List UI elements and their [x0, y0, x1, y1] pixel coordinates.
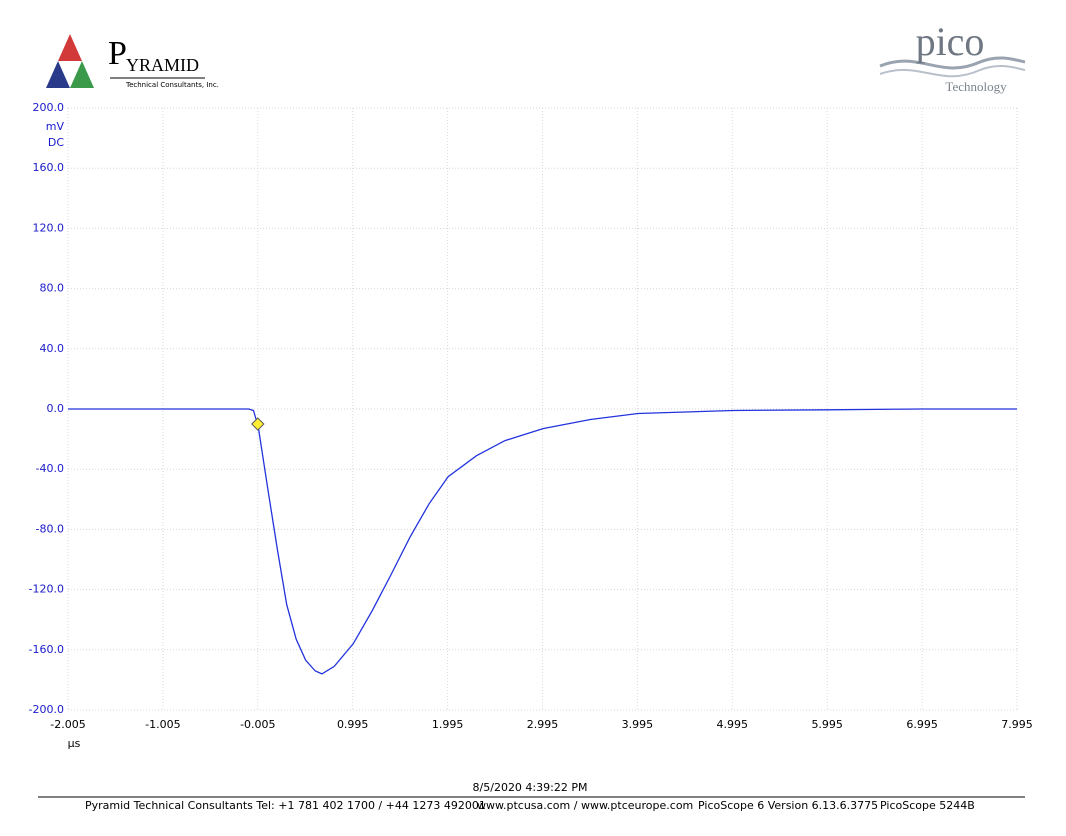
- y-tick-label: 120.0: [33, 221, 65, 234]
- y-tick-label: 160.0: [33, 161, 65, 174]
- logo-pico: pico: [916, 19, 985, 64]
- footer-model: PicoScope 5244B: [880, 799, 975, 812]
- y-tick-label: 200.0: [33, 101, 65, 114]
- y-tick-label: -40.0: [36, 462, 64, 475]
- logo-technology: Technology: [945, 79, 1007, 94]
- y-tick-label: -160.0: [29, 643, 64, 656]
- x-tick-label: 5.995: [811, 718, 843, 731]
- x-tick-label: 1.995: [432, 718, 464, 731]
- logo-shape: [58, 34, 82, 61]
- y-tick-label: 40.0: [40, 342, 65, 355]
- x-tick-label: 6.995: [906, 718, 938, 731]
- x-unit: µs: [68, 737, 81, 750]
- x-tick-label: 2.995: [527, 718, 559, 731]
- footer-contact: Pyramid Technical Consultants Tel: +1 78…: [85, 799, 486, 812]
- y-tick-label: -120.0: [29, 583, 64, 596]
- pyramid-logo: P YRAMID Technical Consultants, Inc.: [46, 34, 219, 89]
- pico-logo: pico Technology: [879, 19, 1026, 94]
- logo-shape: [64, 61, 76, 74]
- coupling: DC: [48, 136, 64, 149]
- logo-wave: [879, 56, 1026, 70]
- y-tick-label: 80.0: [40, 282, 65, 295]
- logo-shape: [46, 61, 70, 88]
- footer-web: www.ptcusa.com / www.ptceurope.com: [477, 799, 693, 812]
- x-tick-label: 4.995: [717, 718, 749, 731]
- logo-subtitle: Technical Consultants, Inc.: [125, 81, 219, 89]
- trigger-marker: [251, 417, 265, 431]
- x-tick-label: -1.005: [145, 718, 180, 731]
- logo-wave: [879, 64, 1026, 78]
- y-tick-label: 0.0: [47, 402, 65, 415]
- y-tick-label: -200.0: [29, 703, 64, 716]
- print-date: 8/5/2020 4:39:22 PM: [473, 781, 588, 794]
- x-tick-label: -0.005: [240, 718, 275, 731]
- footer-version: PicoScope 6 Version 6.13.6.3775: [698, 799, 878, 812]
- y-tick-label: -80.0: [36, 522, 64, 535]
- x-tick-label: 7.995: [1001, 718, 1033, 731]
- trace: [68, 408, 1017, 675]
- x-tick-label: -2.005: [50, 718, 85, 731]
- x-tick-label: 3.995: [622, 718, 654, 731]
- y-unit: mV: [46, 120, 65, 133]
- logo-text: YRAMID: [126, 55, 199, 75]
- logo-shape: [70, 61, 94, 88]
- x-tick-label: 0.995: [337, 718, 369, 731]
- logo-initial: P: [108, 35, 127, 72]
